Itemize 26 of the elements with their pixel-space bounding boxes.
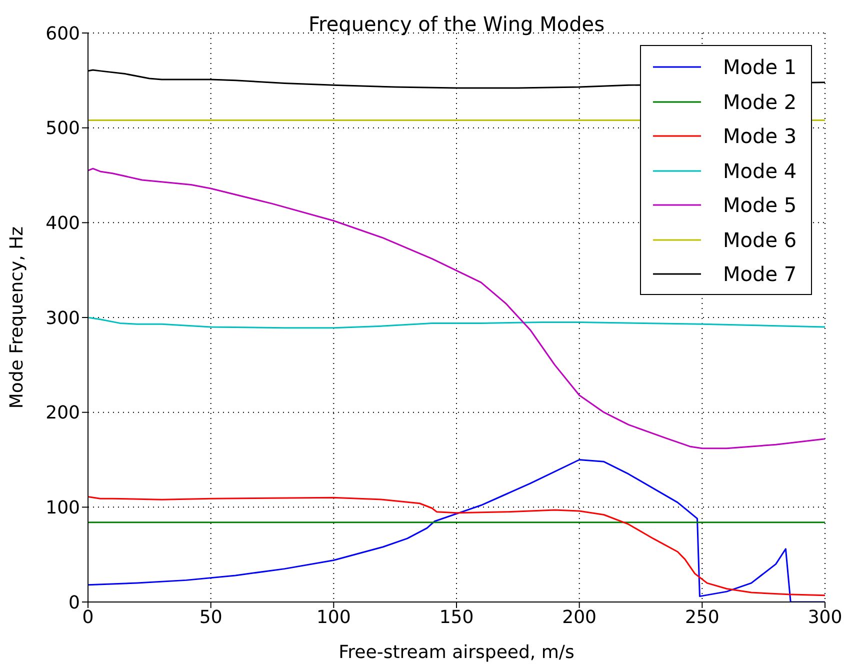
- y-tick-label: 200: [46, 402, 80, 424]
- legend-label: Mode 1: [723, 55, 797, 80]
- legend-label: Mode 5: [723, 193, 797, 218]
- line-series: [88, 496, 825, 596]
- x-tick-label: 200: [562, 606, 597, 628]
- y-tick-label: 500: [46, 118, 80, 140]
- x-tick-label: 50: [199, 606, 222, 628]
- legend-label: Mode 7: [723, 262, 797, 286]
- y-tick-label: 400: [46, 213, 80, 234]
- x-tick-label: 100: [316, 606, 351, 628]
- y-tick-label: 100: [46, 498, 80, 519]
- y-axis-title: Mode Frequency, Hz: [6, 226, 28, 409]
- legend-label: Mode 2: [723, 90, 797, 114]
- x-axis-title: Free-stream airspeed, m/s: [338, 642, 574, 663]
- legend-label: Mode 4: [723, 158, 797, 183]
- x-tick-label: 250: [684, 606, 720, 628]
- x-tick-label: 300: [808, 606, 842, 628]
- y-tick-label: 300: [46, 308, 80, 329]
- x-tick-label: 150: [439, 606, 474, 628]
- x-tick-label: 0: [82, 606, 94, 628]
- chart-title: Frequency of the Wing Modes: [307, 12, 606, 36]
- legend-label: Mode 6: [723, 228, 797, 252]
- y-tick-label: 0: [68, 592, 80, 614]
- legend-label: Mode 3: [723, 124, 797, 148]
- y-tick-label: 600: [46, 23, 80, 44]
- line-series: [88, 316, 825, 329]
